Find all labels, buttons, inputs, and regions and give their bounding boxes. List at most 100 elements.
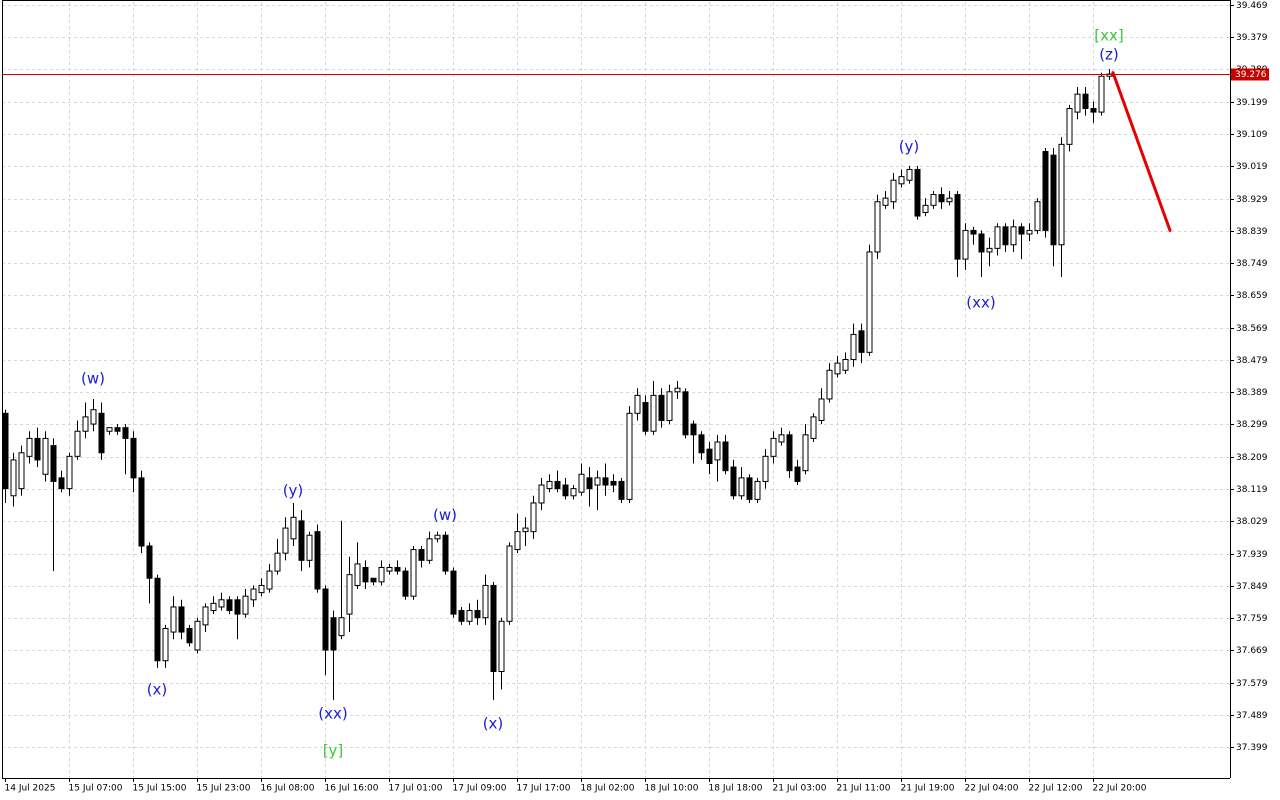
candle-body bbox=[402, 570, 409, 597]
y-tick-label: 39.019 bbox=[1236, 162, 1268, 172]
candle-body bbox=[194, 620, 201, 651]
candle-body bbox=[802, 434, 809, 472]
wave-label: (y) bbox=[899, 137, 920, 155]
wave-label: (y) bbox=[283, 481, 304, 499]
candle-body bbox=[234, 599, 241, 615]
candle-body bbox=[482, 584, 489, 619]
candle-body bbox=[450, 570, 457, 615]
candle-body bbox=[514, 531, 521, 551]
candle-body bbox=[890, 179, 897, 203]
candle-body bbox=[170, 606, 177, 633]
y-tick-label: 38.659 bbox=[1236, 291, 1268, 301]
candle-body bbox=[426, 538, 433, 561]
candle-body bbox=[1098, 75, 1105, 113]
candle-body bbox=[850, 333, 857, 361]
candle-body bbox=[50, 445, 57, 482]
x-tick-label: 21 Jul 11:00 bbox=[837, 784, 891, 794]
y-tick-label: 39.199 bbox=[1236, 98, 1268, 108]
candle-body bbox=[690, 423, 697, 436]
wave-label: [xx] bbox=[1094, 27, 1123, 45]
candle-body bbox=[1074, 93, 1081, 113]
candle-body bbox=[530, 502, 537, 533]
candle-body bbox=[738, 477, 745, 497]
wave-label: (xx) bbox=[318, 705, 347, 723]
candle-body bbox=[746, 477, 753, 500]
wave-label: (x) bbox=[147, 680, 168, 698]
x-tick-label: 17 Jul 17:00 bbox=[517, 784, 571, 794]
candle-body bbox=[498, 620, 505, 672]
candle-body bbox=[74, 430, 81, 457]
candle-body bbox=[370, 577, 377, 583]
candle-body bbox=[722, 441, 729, 472]
y-tick-label: 39.379 bbox=[1236, 33, 1268, 43]
candle-body bbox=[994, 226, 1001, 249]
y-tick-label: 37.759 bbox=[1236, 614, 1268, 624]
candle-body bbox=[490, 584, 497, 672]
x-tick-label: 22 Jul 12:00 bbox=[1029, 784, 1083, 794]
candle-body bbox=[1002, 226, 1009, 246]
y-tick-label: 37.399 bbox=[1236, 743, 1268, 753]
candle-body bbox=[386, 567, 393, 572]
wave-label: (w) bbox=[81, 369, 105, 387]
candle-body bbox=[986, 247, 993, 253]
candle-body bbox=[250, 588, 257, 601]
candle-body bbox=[858, 330, 865, 353]
candle-body bbox=[330, 617, 337, 651]
candle-body bbox=[1010, 226, 1017, 246]
candle-body bbox=[434, 534, 441, 540]
candle-body bbox=[626, 412, 633, 500]
candle-body bbox=[226, 599, 233, 612]
candle-body bbox=[474, 610, 481, 619]
candle-body bbox=[818, 398, 825, 421]
candle-body bbox=[338, 617, 345, 637]
candle-body bbox=[874, 201, 881, 253]
candle-body bbox=[602, 477, 609, 486]
candle-body bbox=[138, 477, 145, 547]
candle-body bbox=[578, 473, 585, 493]
candle-body bbox=[442, 534, 449, 572]
candle-body bbox=[786, 434, 793, 472]
candle-body bbox=[178, 606, 185, 633]
candle-body bbox=[58, 477, 65, 490]
x-tick-label: 22 Jul 20:00 bbox=[1093, 784, 1147, 794]
candle-body bbox=[730, 466, 737, 497]
grid bbox=[2, 2, 1230, 778]
x-tick-label: 15 Jul 23:00 bbox=[197, 784, 251, 794]
candle-body bbox=[642, 402, 649, 432]
candle-body bbox=[794, 466, 801, 482]
candle-body bbox=[162, 627, 169, 662]
candle-body bbox=[546, 480, 553, 490]
y-tick-label: 37.489 bbox=[1236, 711, 1268, 721]
candle-body bbox=[378, 567, 385, 583]
y-tick-label: 39.109 bbox=[1236, 130, 1268, 140]
wave-label: [y] bbox=[323, 742, 344, 760]
y-tick-label: 37.579 bbox=[1236, 679, 1268, 689]
y-tick-label: 38.839 bbox=[1236, 227, 1268, 237]
wave-label: (x) bbox=[483, 715, 504, 733]
candle-body bbox=[970, 229, 977, 235]
candle-body bbox=[898, 176, 905, 185]
candle-body bbox=[666, 391, 673, 421]
candle-body bbox=[394, 567, 401, 572]
current-price-box bbox=[1231, 68, 1269, 81]
candle-body bbox=[10, 459, 17, 497]
candle-body bbox=[706, 448, 713, 465]
candle-body bbox=[834, 362, 841, 375]
x-tick-label: 16 Jul 08:00 bbox=[261, 784, 315, 794]
candle-body bbox=[954, 194, 961, 260]
x-tick-label: 22 Jul 04:00 bbox=[965, 784, 1019, 794]
candle-body bbox=[2, 412, 9, 490]
candle-body bbox=[754, 480, 761, 500]
candle-body bbox=[266, 570, 273, 590]
candle-body bbox=[930, 194, 937, 206]
candle-body bbox=[506, 545, 513, 622]
x-tick-label: 14 Jul 2025 bbox=[5, 784, 56, 794]
y-tick-label: 38.569 bbox=[1236, 324, 1268, 334]
y-tick-label: 38.389 bbox=[1236, 388, 1268, 398]
candle-body bbox=[290, 516, 297, 540]
candle-body bbox=[202, 606, 209, 626]
candle-body bbox=[658, 394, 665, 421]
candle-body bbox=[346, 574, 353, 615]
candle-body bbox=[322, 588, 329, 651]
